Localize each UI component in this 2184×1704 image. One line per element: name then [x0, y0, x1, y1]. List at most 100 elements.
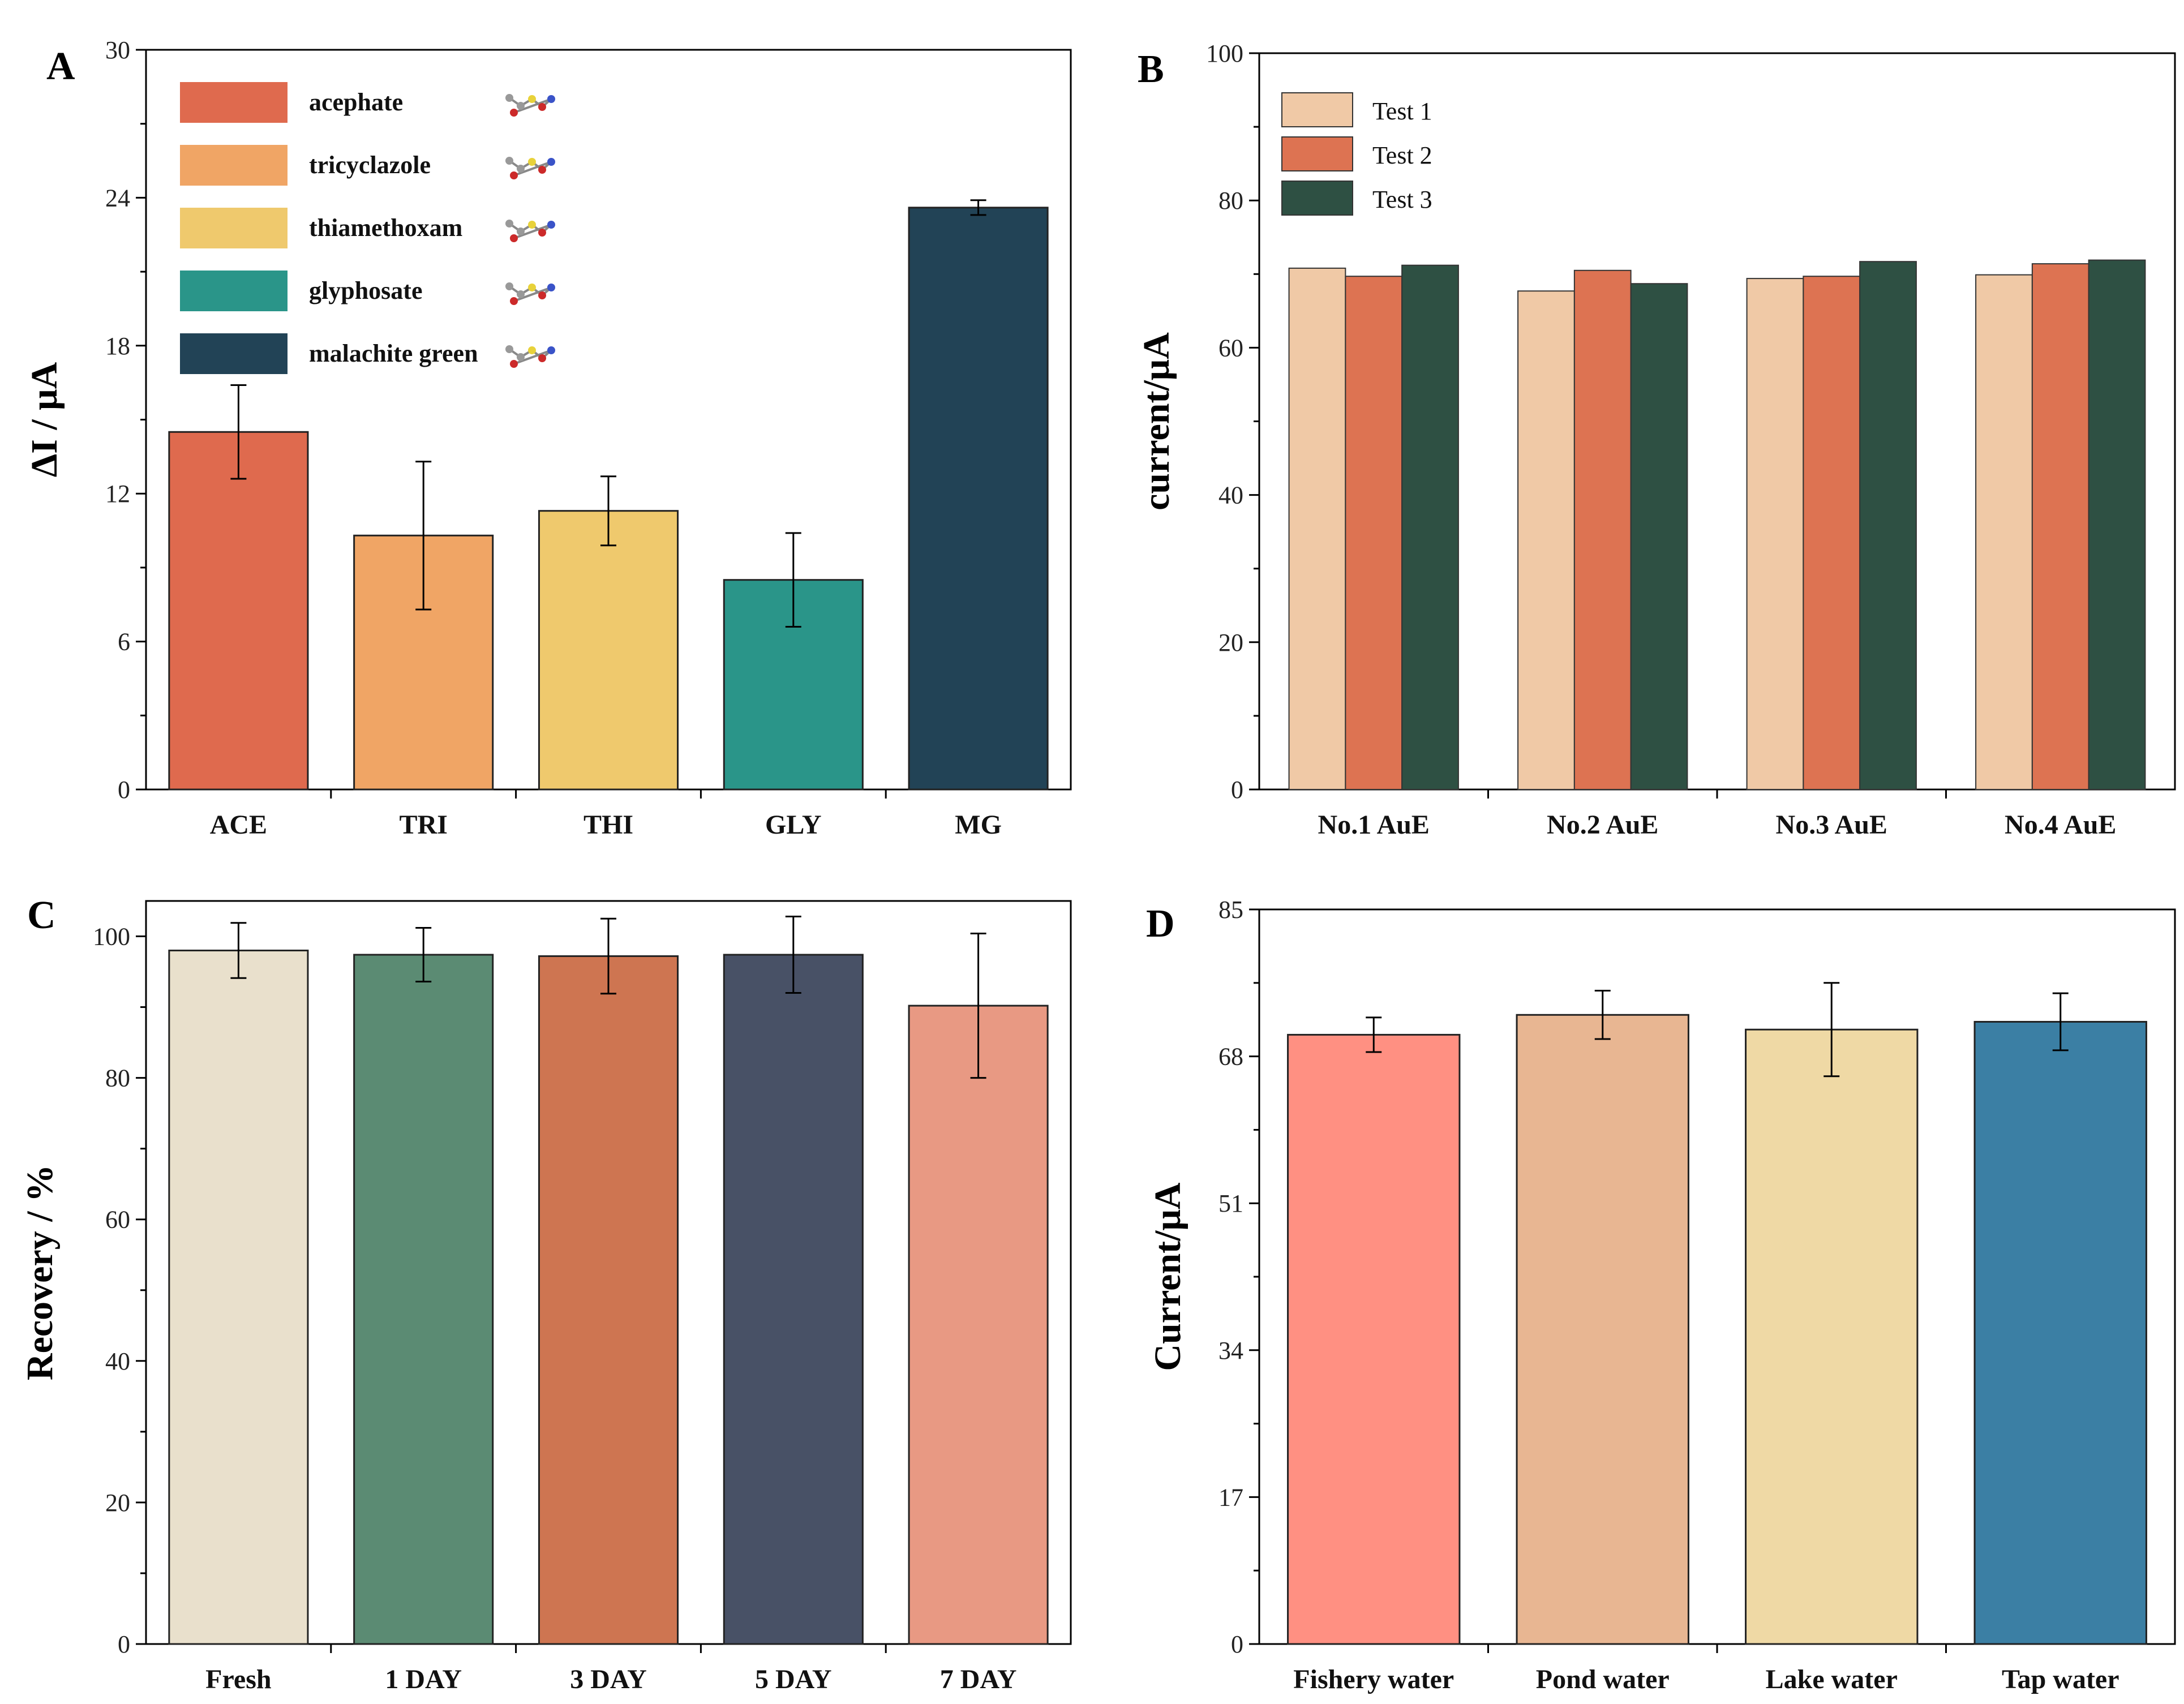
molecule-bond — [513, 161, 552, 177]
molecule-atom — [538, 166, 546, 174]
molecule-icon — [505, 345, 555, 368]
x-tick-label: Lake water — [1766, 1664, 1898, 1694]
bar — [538, 510, 679, 791]
panel-letter: C — [27, 894, 56, 937]
legend-label: thiamethoxam — [309, 214, 462, 242]
molecule-icon — [505, 220, 555, 242]
x-tick-label: TRI — [400, 810, 448, 840]
bar-test-3 — [2088, 259, 2146, 790]
bar — [1287, 1033, 1461, 1645]
y-tick-label: 0 — [1231, 1630, 1243, 1658]
y-tick-label: 0 — [118, 776, 130, 804]
x-tick-label: 1 DAY — [385, 1664, 462, 1694]
molecule-atom — [505, 282, 513, 290]
molecule-atom — [510, 297, 518, 305]
bar — [538, 955, 679, 1645]
molecule-atom — [547, 284, 555, 291]
bar — [353, 954, 494, 1645]
bar-test-2 — [1803, 276, 1861, 790]
bar-test-2 — [1345, 276, 1403, 790]
bar-test-1 — [1746, 278, 1804, 790]
bar-test-3 — [1859, 261, 1917, 791]
molecule-atom — [528, 158, 536, 166]
x-tick-label: Tap water — [2002, 1664, 2119, 1694]
molecule-bond — [513, 224, 552, 239]
x-tick-label: 5 DAY — [755, 1664, 832, 1694]
y-tick-label: 80 — [1218, 187, 1243, 214]
y-tick-label: 100 — [93, 923, 130, 951]
molecule-icon — [505, 282, 555, 305]
bar-test-2 — [2031, 263, 2089, 790]
molecule-icon — [505, 94, 555, 117]
legend-swatch — [1281, 136, 1353, 171]
bar — [908, 1005, 1049, 1645]
y-tick-label: 40 — [105, 1347, 130, 1375]
legend-label: Test 1 — [1372, 97, 1432, 125]
molecule-atom — [517, 290, 525, 298]
legend-swatch — [1281, 181, 1353, 216]
bar — [1973, 1021, 2147, 1645]
y-tick-label: 30 — [105, 36, 130, 64]
molecule-atom — [505, 345, 513, 353]
x-tick-label: Pond water — [1536, 1664, 1670, 1694]
molecule-bond — [513, 98, 552, 114]
bar-test-1 — [1517, 290, 1575, 790]
molecule-atom — [538, 354, 546, 362]
bar-test-1 — [1288, 267, 1346, 790]
legend-swatch — [1281, 92, 1353, 127]
x-tick-label: No.3 AuE — [1776, 810, 1887, 840]
legend-swatch — [180, 145, 288, 186]
x-tick-label: ACE — [210, 810, 267, 840]
molecule-atom — [505, 94, 513, 102]
molecule-atom — [505, 220, 513, 228]
panel-letter: B — [1138, 48, 1164, 91]
molecule-icon — [505, 157, 555, 179]
molecule-atom — [510, 234, 518, 242]
panel-letter: A — [46, 45, 75, 88]
x-tick-label: THI — [583, 810, 633, 840]
bar — [723, 954, 864, 1645]
x-tick-label: MG — [955, 810, 1002, 840]
bar-test-1 — [1975, 274, 2033, 790]
bar-test-3 — [1630, 283, 1688, 790]
panel-a: A 0 6 12 18 24 30 ΔI / μA ACE TRI THI GLY MG acephate… — [24, 36, 1072, 840]
legend-label: Test 3 — [1372, 186, 1432, 213]
molecule-atom — [547, 158, 555, 166]
y-tick-label: 6 — [118, 628, 130, 656]
bar — [168, 950, 309, 1645]
molecule-atom — [510, 109, 518, 117]
y-tick-label: 24 — [105, 184, 130, 212]
y-tick-label: 12 — [105, 480, 130, 508]
y-axis-title: ΔI / μA — [24, 362, 65, 477]
y-tick-label: 20 — [105, 1489, 130, 1517]
legend-label: acephate — [309, 88, 403, 116]
y-tick-label: 80 — [105, 1065, 130, 1092]
legend-swatch — [180, 208, 288, 248]
y-tick-label: 0 — [118, 1630, 130, 1658]
y-tick-label: 18 — [105, 332, 130, 360]
x-tick-label: 3 DAY — [570, 1664, 647, 1694]
y-tick-label: 100 — [1206, 40, 1243, 67]
molecule-atom — [528, 95, 536, 103]
y-tick-label: 0 — [1231, 776, 1243, 804]
y-axis-title: Recovery / % — [19, 1165, 61, 1380]
bar — [168, 431, 309, 791]
x-tick-label: 7 DAY — [940, 1664, 1017, 1694]
bar-test-2 — [1573, 269, 1632, 791]
molecule-atom — [517, 165, 525, 173]
legend-label: glyphosate — [309, 277, 422, 304]
legend-swatch — [180, 271, 288, 311]
panel-letter: D — [1146, 902, 1175, 946]
y-tick-label: 40 — [1218, 482, 1243, 509]
y-axis-title: current/μA — [1136, 332, 1177, 510]
molecule-atom — [538, 291, 546, 299]
x-tick-label: No.2 AuE — [1547, 810, 1658, 840]
molecule-atom — [505, 157, 513, 165]
y-tick-label: 68 — [1218, 1043, 1243, 1071]
molecule-atom — [510, 171, 518, 179]
x-tick-label: No.1 AuE — [1318, 810, 1430, 840]
bar — [908, 207, 1049, 791]
molecule-atom — [547, 95, 555, 103]
legend-swatch — [180, 333, 288, 374]
